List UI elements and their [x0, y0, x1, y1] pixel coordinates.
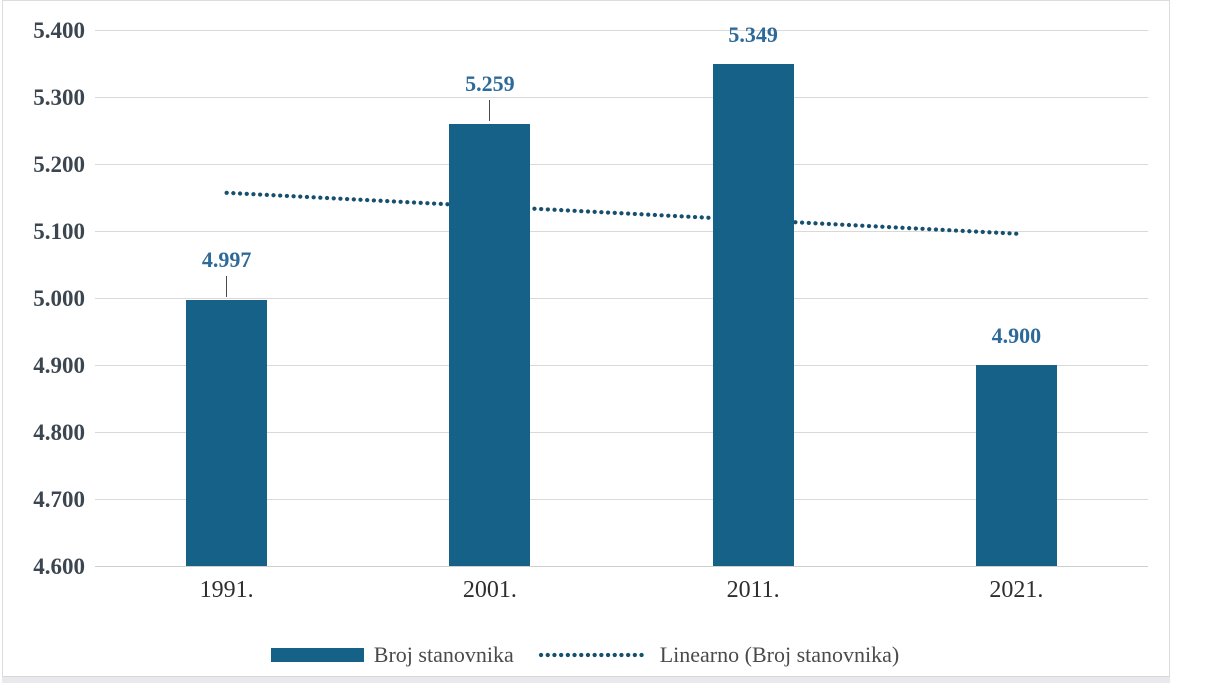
- gridline: [95, 432, 1148, 433]
- y-axis-tick-label: 5.300: [33, 85, 85, 110]
- y-axis-tick-label: 4.700: [33, 487, 85, 512]
- y-axis-tick-label: 4.900: [33, 353, 85, 378]
- y-axis-tick-label: 4.800: [33, 420, 85, 445]
- data-label-leader-line: [489, 100, 491, 122]
- x-axis-label: 2001.: [462, 577, 517, 603]
- data-label: 5.259: [465, 71, 515, 97]
- gridline: [95, 298, 1148, 299]
- gridline: [95, 231, 1148, 232]
- x-axis-line: [95, 566, 1148, 567]
- legend: Broj stanovnika Linearno (Broj stanovnik…: [2, 642, 1168, 667]
- data-label-leader-line: [226, 276, 228, 297]
- bar-2001: [449, 124, 531, 566]
- legend-label-broj-stanovnika: Broj stanovnika: [373, 642, 514, 667]
- y-axis-tick-label: 5.100: [33, 219, 85, 244]
- bar-series-legend-swatch: [270, 648, 364, 663]
- data-label: 4.997: [201, 247, 252, 272]
- x-axis-label: 2021.: [989, 577, 1044, 603]
- data-label: 5.349: [728, 22, 778, 48]
- y-axis-tick-label: 4.600: [33, 554, 85, 579]
- bottom-edge-strip: [2, 676, 1170, 683]
- x-axis-label: 2011.: [726, 577, 780, 603]
- gridline: [95, 97, 1148, 98]
- data-label: 4.900: [991, 323, 1042, 348]
- gridline: [95, 164, 1148, 165]
- bar-2011: [712, 64, 794, 566]
- legend-label-linearno: Linearno (Broj stanovnika): [659, 642, 900, 667]
- y-axis-tick-label: 5.400: [33, 18, 85, 43]
- bar-1991: [186, 300, 268, 566]
- y-axis-tick-label: 5.000: [33, 286, 85, 311]
- gridline: [95, 30, 1148, 31]
- gridline: [95, 499, 1148, 500]
- bar-2021: [975, 365, 1057, 566]
- y-axis-tick-label: 5.200: [33, 152, 85, 177]
- x-axis-label: 1991.: [199, 577, 254, 603]
- gridline: [95, 365, 1148, 366]
- trendline-legend-marker: [538, 652, 649, 658]
